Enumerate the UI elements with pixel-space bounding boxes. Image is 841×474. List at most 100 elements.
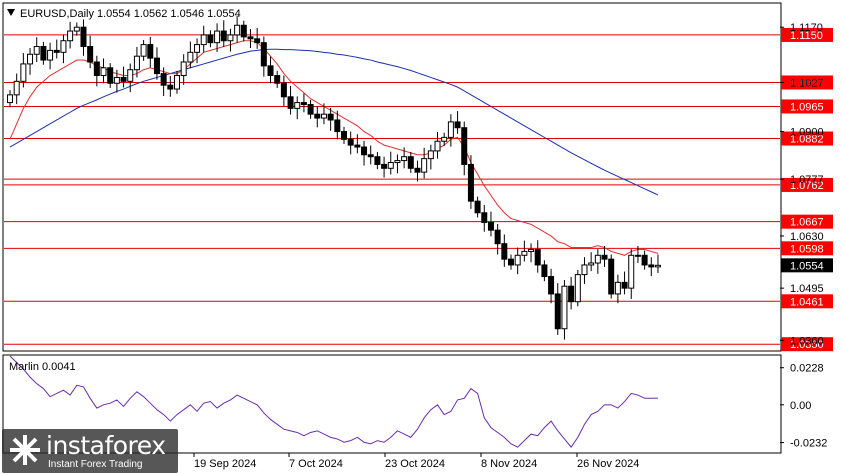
candle-body xyxy=(361,146,368,156)
time-axis-ticks: 19 Sep 2024 7 Oct 2024 23 Oct 2024 8 Nov 20… xyxy=(193,453,639,470)
candle-body xyxy=(528,248,535,252)
candle-body xyxy=(27,53,34,65)
candle xyxy=(614,274,621,304)
candle-body xyxy=(447,121,454,138)
candle-body xyxy=(107,67,114,84)
candle xyxy=(514,247,521,275)
candle-body xyxy=(300,102,307,106)
candle-body xyxy=(227,34,234,42)
candle-body xyxy=(260,42,267,67)
marlin-oscillator xyxy=(9,355,658,448)
candle-body xyxy=(541,264,548,278)
time-tick-label: 8 Nov 2024 xyxy=(481,458,537,470)
candle xyxy=(394,154,401,174)
candle xyxy=(554,283,561,335)
candle-body xyxy=(200,34,207,46)
candle-body xyxy=(461,127,468,165)
candle-body xyxy=(73,26,80,32)
candle xyxy=(421,147,428,179)
candle-body xyxy=(588,262,595,266)
candle xyxy=(528,243,535,263)
candle-body xyxy=(347,138,354,146)
candle-body xyxy=(314,113,321,119)
candle xyxy=(87,35,94,69)
price-chart-title: EURUSD,Daily 1.0554 1.0562 1.0546 1.0554 xyxy=(20,8,241,20)
level-label-bg xyxy=(781,337,833,352)
candle-body xyxy=(341,131,347,140)
menu-triangle-icon[interactable] xyxy=(7,9,15,16)
candle xyxy=(40,41,47,65)
time-tick-label: 7 Oct 2024 xyxy=(289,458,343,470)
price-tick-label: 1.0777 xyxy=(790,174,824,186)
candle xyxy=(174,70,180,94)
candle xyxy=(427,144,434,170)
ma-slow-line xyxy=(9,48,659,196)
candle-body xyxy=(367,154,374,158)
price-tick-label: 1.0495 xyxy=(790,283,824,295)
candle-body xyxy=(294,102,301,109)
price-tick-label: 1.0900 xyxy=(790,127,824,139)
candle-body xyxy=(454,121,461,129)
candle-body xyxy=(187,51,194,63)
candle xyxy=(641,250,648,270)
candle-body xyxy=(634,254,641,257)
candle xyxy=(280,75,287,107)
candle-body xyxy=(194,44,201,53)
candle xyxy=(153,47,160,80)
candle xyxy=(80,19,87,56)
price-panel[interactable] xyxy=(2,2,782,352)
candle-body xyxy=(561,285,568,330)
candle-body xyxy=(628,254,635,289)
level-label-bg xyxy=(781,294,833,309)
candle-body xyxy=(467,163,474,202)
candle xyxy=(93,55,100,87)
candle-body xyxy=(153,57,160,75)
level-label: 1.0598 xyxy=(790,243,824,255)
candle xyxy=(608,254,615,299)
candle xyxy=(180,54,187,85)
candle xyxy=(634,246,641,264)
moving-averages xyxy=(9,40,659,256)
candle xyxy=(327,107,334,131)
level-label-bg xyxy=(781,177,833,192)
candle xyxy=(227,28,234,52)
candle xyxy=(648,257,655,277)
candle xyxy=(568,276,575,310)
candle-body xyxy=(327,113,334,121)
candle xyxy=(113,69,120,93)
candle-body xyxy=(80,26,87,48)
time-tick-label: 23 Oct 2024 xyxy=(385,458,445,470)
candle-body xyxy=(7,94,13,104)
level-label: 1.0350 xyxy=(790,339,824,351)
candle-body xyxy=(508,258,514,266)
candle-body xyxy=(501,243,508,260)
candle xyxy=(387,151,394,175)
price-tick-label: 1.0360 xyxy=(790,335,824,347)
ma-fast-line xyxy=(9,40,659,256)
candle-body xyxy=(13,80,20,96)
price-axis-ticks: 1.1170 1.1027 1.0900 1.0777 1.0630 1.0495 1.03… xyxy=(780,22,824,347)
price-tick-label: 1.1170 xyxy=(790,22,823,34)
candle-body xyxy=(421,158,428,173)
candle xyxy=(447,114,454,147)
candle xyxy=(140,39,147,61)
candle xyxy=(267,56,274,84)
instaforex-logo: instaforex Instant Forex Trading xyxy=(2,429,178,473)
candle-body xyxy=(234,24,241,36)
candle-body xyxy=(374,156,381,165)
candle-body xyxy=(534,248,541,266)
candle-body xyxy=(434,140,441,152)
candle-body xyxy=(247,36,254,40)
candle xyxy=(541,260,548,282)
level-label-bg xyxy=(781,75,833,90)
candle xyxy=(7,90,13,108)
candle xyxy=(67,21,74,49)
candle xyxy=(133,46,140,78)
candle-body xyxy=(240,24,247,38)
logo-tagline: Instant Forex Trading xyxy=(48,459,143,470)
candle xyxy=(561,280,568,340)
candle xyxy=(454,111,461,134)
level-label: 1.0461 xyxy=(790,296,824,308)
candle xyxy=(367,145,374,165)
candle xyxy=(220,20,227,47)
